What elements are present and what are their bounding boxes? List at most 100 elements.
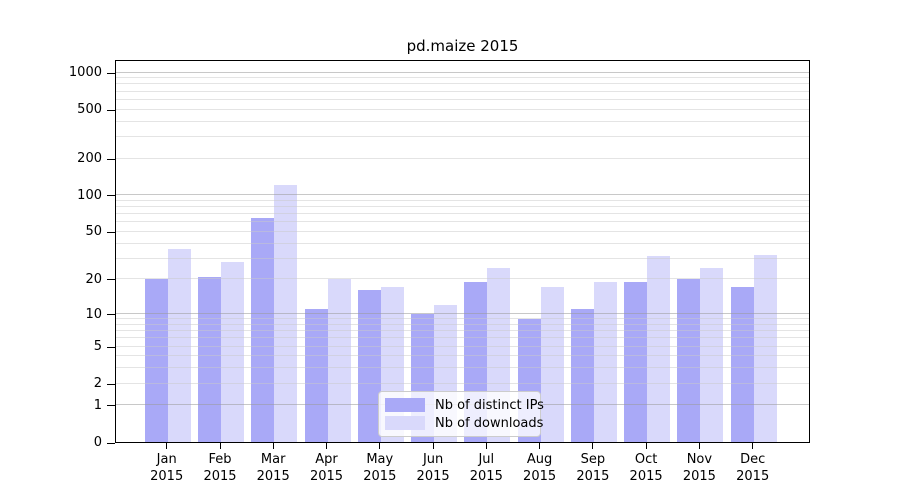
x-axis-tick-label-jun: Jun 2015 [416,452,450,484]
y-axis-tick [107,195,115,197]
y-axis-tick [107,231,115,233]
bar-downloads-oct [647,256,671,442]
bar-distinct-ips-dec [730,287,754,442]
x-axis-tick-label-mar: Mar 2015 [256,452,290,484]
bar-downloads-dec [753,254,777,442]
bar-downloads-feb [220,261,244,442]
legend-swatch-distinct-ips [385,398,425,412]
y-axis-tick-label: 1 [93,397,102,413]
gridline-major [116,71,809,73]
y-axis-tick-label: 200 [77,151,102,166]
gridline-major [116,194,809,196]
gridline-minor [116,90,809,92]
gridline-minor [116,83,809,85]
y-axis-tick-label: 0 [93,435,102,450]
gridline-minor [116,213,809,215]
bar-distinct-ips-may [357,290,381,442]
x-axis-tick [539,443,541,449]
bar-distinct-ips-jan [144,278,168,442]
bar-distinct-ips-sep [570,308,594,442]
x-axis-tick-label-jan: Jan 2015 [150,452,184,484]
gridline-minor [116,345,809,347]
bar-downloads-aug [540,287,564,442]
y-axis-tick-label: 50 [85,224,102,240]
bar-distinct-ips-oct [624,281,648,442]
gridline-minor [116,257,809,259]
gridline-minor [116,108,809,110]
gridline-minor [116,157,809,159]
y-axis-tick [107,383,115,385]
x-axis-tick-label-jul: Jul 2015 [469,452,503,484]
x-axis-tick [432,443,434,449]
legend: Nb of distinct IPs Nb of downloads [378,391,544,437]
bar-distinct-ips-nov [677,278,701,442]
x-axis-tick-label-sep: Sep 2015 [576,452,610,484]
x-axis-tick-label-aug: Aug 2015 [523,452,557,484]
x-axis-tick-label-apr: Apr 2015 [309,452,344,484]
x-axis-tick [379,443,381,449]
gridline-major [116,313,809,315]
y-axis-tick-label: 2 [93,376,102,392]
chart-title: pd.maize 2015 [406,37,519,55]
x-axis-tick-label-dec: Dec 2015 [736,452,770,484]
x-axis-tick [219,443,221,449]
y-axis-tick [107,109,115,111]
gridline-minor [116,382,809,384]
gridline-minor [116,98,809,100]
y-axis-tick [107,158,115,160]
x-axis-tick [592,443,594,449]
gridline-minor [116,337,809,339]
gridline-minor [116,199,809,201]
y-axis-tick [107,405,115,407]
plot-area [115,60,810,443]
gridline-minor [116,355,809,357]
x-axis-tick [645,443,647,449]
x-axis-tick [326,443,327,449]
x-axis-tick [698,443,700,449]
bar-distinct-ips-mar [251,217,275,442]
gridline-minor [116,230,809,232]
y-axis-tick-label: 5 [93,339,102,354]
y-axis-tick [107,279,115,281]
y-axis-tick [107,442,115,444]
gridline-minor [116,367,809,369]
legend-item-distinct-ips: Nb of distinct IPs [385,397,544,413]
x-axis-tick-label-feb: Feb 2015 [203,452,237,484]
gridline-minor [116,318,809,320]
bar-distinct-ips-feb [197,276,221,442]
x-axis-tick-label-may: May 2015 [363,452,397,484]
y-axis-tick [107,346,115,348]
legend-swatch-downloads [385,416,425,430]
legend-item-downloads: Nb of downloads [385,415,543,431]
x-axis-tick [485,443,487,449]
gridline-minor [116,323,809,325]
legend-label-downloads: Nb of downloads [435,415,544,431]
bar-downloads-nov [700,267,724,442]
gridline-minor [116,120,809,122]
gridline-minor [116,135,809,137]
y-axis-tick-label: 10 [85,306,102,322]
x-axis-tick [166,443,168,449]
gridline-minor [116,278,809,280]
legend-label-distinct-ips: Nb of distinct IPs [435,397,544,413]
y-axis-tick [107,72,115,74]
y-axis-tick-label: 100 [77,187,102,203]
y-axis-tick [107,314,115,316]
gridline-minor [116,221,809,223]
bar-distinct-ips-apr [304,308,328,442]
gridline-minor [116,242,809,244]
x-axis-tick-label-oct: Oct 2015 [629,452,663,484]
gridline-minor [116,206,809,208]
y-axis-tick-label: 500 [77,102,102,118]
y-axis-tick-label: 1000 [68,65,102,80]
y-axis-tick-label: 20 [85,271,102,287]
gridline-minor [116,330,809,332]
bar-downloads-jan [167,248,191,442]
bar-downloads-sep [593,281,617,442]
x-axis-tick [272,443,274,449]
gridline-minor [116,77,809,79]
x-axis-tick [752,443,754,449]
bar-downloads-apr [327,278,351,442]
x-axis-tick-label-nov: Nov 2015 [682,452,716,484]
